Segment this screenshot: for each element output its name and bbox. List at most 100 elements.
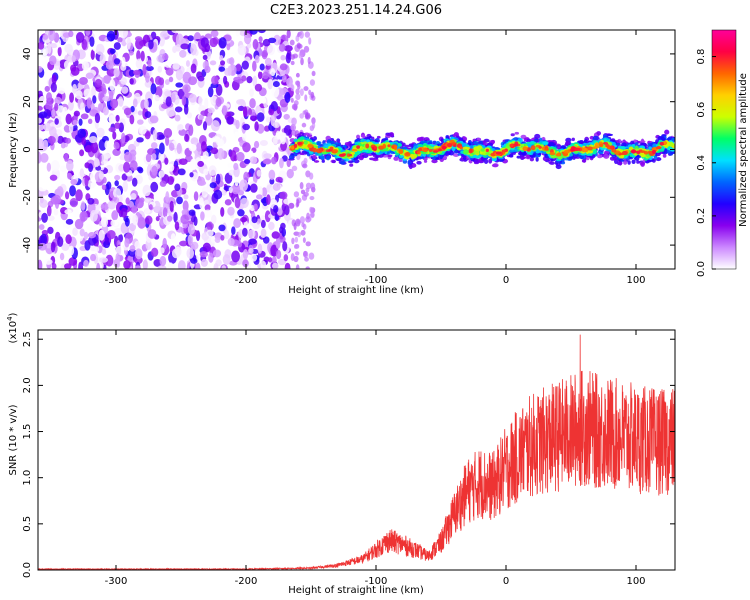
spectrogram-band-cell xyxy=(669,151,675,155)
spectrogram-cell xyxy=(300,57,304,66)
spectrogram-cell xyxy=(182,200,189,212)
spectrogram-cell xyxy=(261,49,268,60)
spectrogram-cell xyxy=(171,248,181,259)
spectrogram-cell xyxy=(257,71,263,80)
spectrogram-cell xyxy=(147,59,152,68)
spectrogram-band-cell xyxy=(432,156,436,160)
spectrogram-band-cell xyxy=(555,153,561,157)
spectrogram-cell xyxy=(282,241,288,252)
spectrogram-cell xyxy=(172,62,180,70)
spectrogram-cell xyxy=(234,131,240,139)
spectrogram-cell xyxy=(79,168,85,178)
spectrogram-cell xyxy=(38,111,48,119)
spectrogram-cell xyxy=(181,95,187,106)
spectrogram-cell xyxy=(234,176,239,187)
spectrogram-band-cell xyxy=(320,155,325,160)
spectrogram-cell xyxy=(68,30,74,38)
spectrogram-cell xyxy=(243,106,248,118)
spectrogram-band-cell xyxy=(544,148,550,151)
spectrogram-cell xyxy=(295,88,300,95)
spectrogram-band-cell xyxy=(611,148,617,153)
spectrogram-cell xyxy=(79,149,85,157)
spectrogram-cell xyxy=(220,60,226,66)
spectrogram-cell xyxy=(142,63,147,76)
spectrogram-cell xyxy=(236,151,245,162)
spectrogram-cell xyxy=(38,185,47,192)
spectrogram-cell xyxy=(267,78,273,90)
spectrogram-cell xyxy=(80,201,86,211)
spectrogram-cell xyxy=(198,114,204,121)
spectrogram-cell xyxy=(65,218,74,225)
spectrogram-cell xyxy=(75,90,83,100)
spectrogram-cell xyxy=(293,100,299,106)
spectrogram-band-cell xyxy=(603,154,610,159)
spectrogram-cell xyxy=(115,114,120,122)
spectrogram-band-cell xyxy=(516,155,522,159)
spectrogram-band-cell xyxy=(431,159,438,164)
spectrogram-band-cell xyxy=(607,133,613,137)
spectrogram-band-cell xyxy=(634,142,639,146)
spectrogram-cell xyxy=(296,80,301,87)
spectrogram-cell xyxy=(249,183,258,193)
spectrogram-cell xyxy=(227,237,235,246)
spectrogram-cell xyxy=(190,43,197,56)
spectrogram-cell xyxy=(206,221,214,231)
spectrogram-cell xyxy=(102,74,112,84)
spectrogram-band-cell xyxy=(647,150,652,154)
spectrogram-cell xyxy=(302,237,306,243)
spectrogram-cell xyxy=(207,86,214,98)
spectrogram-cell xyxy=(196,142,202,152)
spectrogram-cell xyxy=(66,172,73,180)
spectrogram-cell xyxy=(112,188,122,199)
snr-panel: -300 -200 -100 0 100 0.0 0.5 1.0 1.5 2.0 2.5 Heig… xyxy=(6,312,676,596)
spectrogram-cell xyxy=(163,128,173,139)
spectrogram-band-cell xyxy=(549,161,555,165)
spectrogram-cell xyxy=(303,250,309,258)
spectrogram-cell xyxy=(105,254,114,267)
spectrogram-cell xyxy=(231,184,241,195)
spectrogram-cell xyxy=(120,207,128,218)
spectrogram-cell xyxy=(299,49,306,55)
spectrogram-cell xyxy=(100,216,109,228)
spectrogram-cell xyxy=(64,43,73,54)
spectrogram-cell xyxy=(158,170,165,178)
spectrogram-cell xyxy=(84,162,90,169)
spectrogram-cell xyxy=(143,197,152,204)
spectrogram-cell xyxy=(57,87,66,95)
spectrogram-cell xyxy=(78,118,83,126)
spectrogram-cell xyxy=(268,108,275,116)
spectrogram-cell xyxy=(262,236,270,244)
spectrogram-band-cell xyxy=(350,151,356,155)
spectrogram-cell xyxy=(109,48,116,54)
spectrogram-cell xyxy=(180,214,189,225)
spectrogram-cell xyxy=(310,182,316,190)
spectrogram-cell xyxy=(212,249,222,258)
spectrogram-cell xyxy=(195,262,201,269)
spectrogram-band-cell xyxy=(313,160,320,163)
spectrogram-band-cell xyxy=(376,135,381,139)
spectrogram-cell xyxy=(148,39,154,50)
spectrogram-cell xyxy=(150,142,158,149)
spectrogram-cell xyxy=(142,259,148,269)
spectrogram-cell xyxy=(70,66,80,76)
spectrogram-cell xyxy=(200,141,207,152)
spectrogram-cell xyxy=(207,107,215,114)
spectrogram-band-cell xyxy=(445,135,449,140)
spectrogram-cell xyxy=(269,178,275,185)
spectrogram-band-cell xyxy=(393,156,399,161)
spectrogram-cell xyxy=(71,55,76,63)
spectrogram-cell xyxy=(132,98,138,108)
snr-y-ticks: 0.0 0.5 1.0 1.5 2.0 2.5 xyxy=(22,331,675,578)
snr-x-label: Height of straight line (km) xyxy=(288,585,424,596)
spectrogram-cell xyxy=(51,263,57,269)
y-tick-label: 0 xyxy=(22,146,33,152)
spectrogram-cell xyxy=(237,105,245,112)
spectrogram-cell xyxy=(124,151,133,163)
snr-frame xyxy=(37,329,676,571)
spectrogram-band-cell xyxy=(538,145,542,149)
spectrogram-cell xyxy=(167,176,175,185)
spectrogram-cell xyxy=(308,37,312,45)
y-tick-label: 1.5 xyxy=(22,424,33,440)
spectrogram-band-cell xyxy=(583,139,588,144)
spectrogram-band-cell xyxy=(521,152,527,156)
